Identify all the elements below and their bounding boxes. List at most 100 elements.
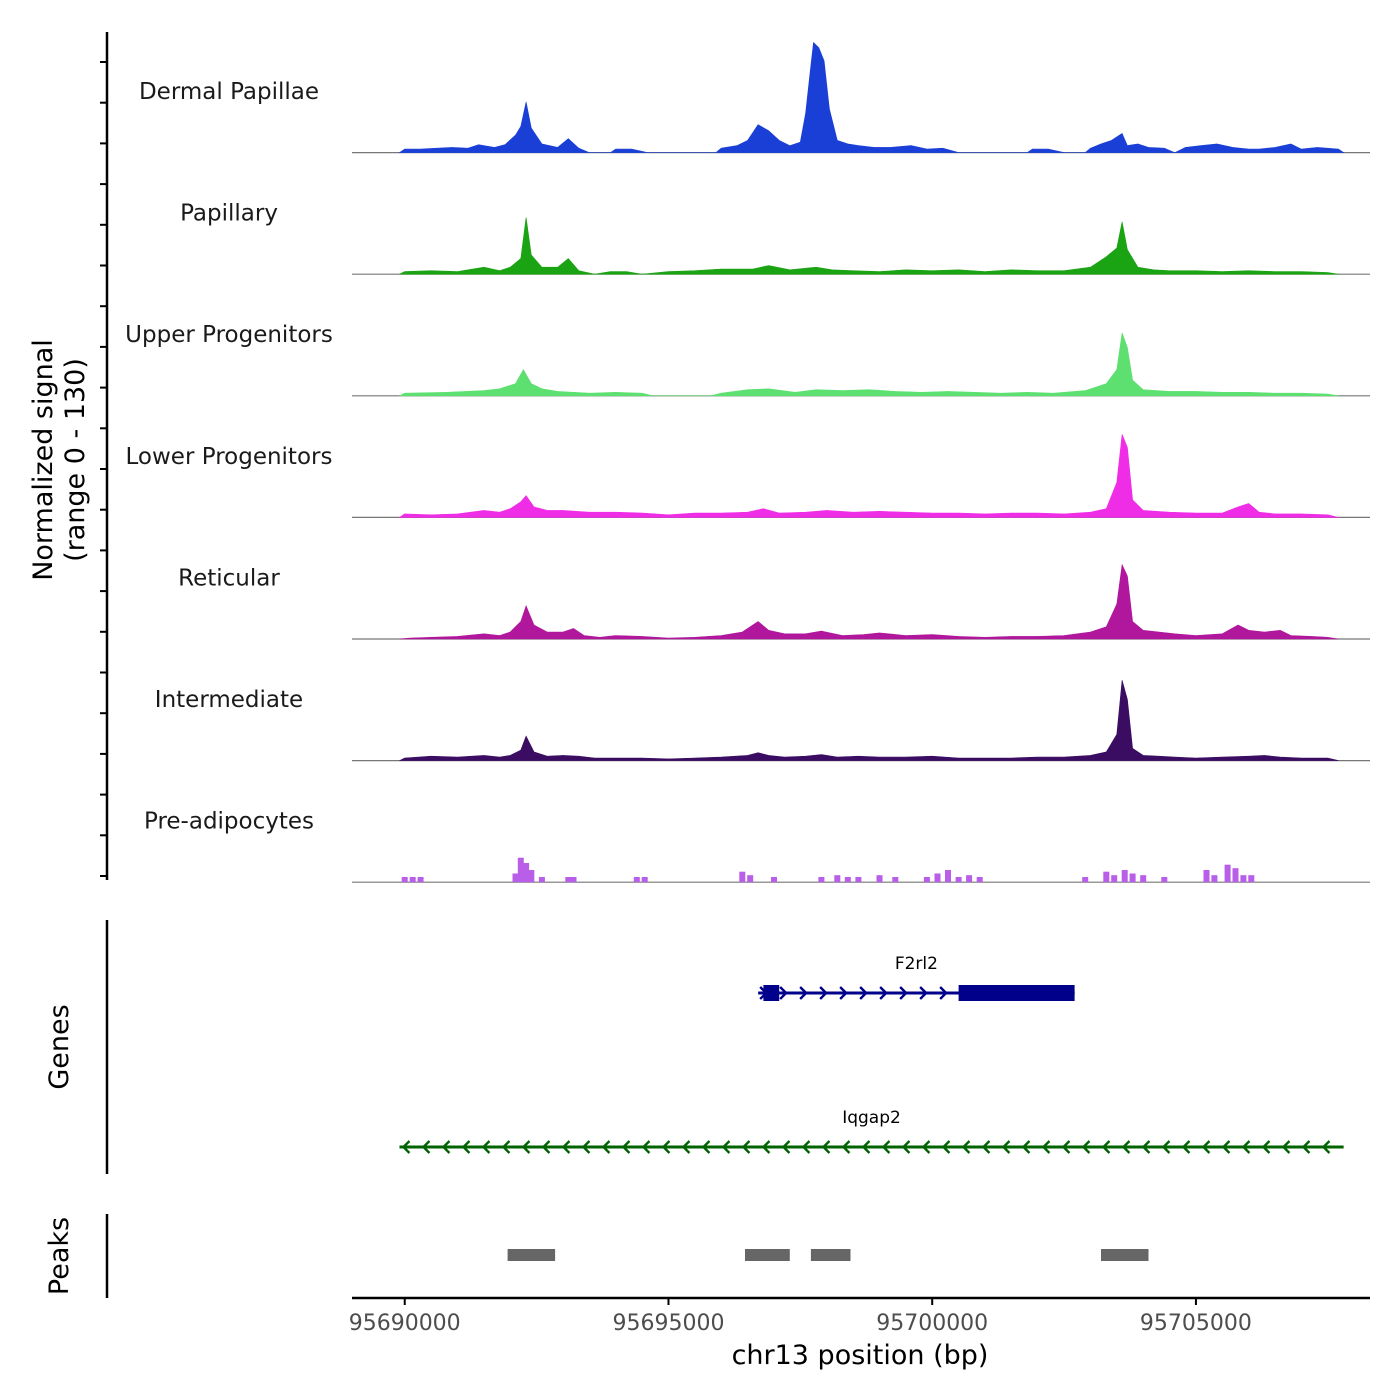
track-label: Lower Progenitors [126, 444, 333, 470]
coverage-bar [1248, 875, 1255, 883]
coverage-bar [923, 877, 930, 883]
strand-arrow [1281, 1140, 1291, 1154]
coverage-bar [1211, 875, 1218, 883]
coverage-bar [1224, 864, 1231, 883]
coverage-bar [892, 877, 899, 883]
coverage-bar [538, 877, 545, 883]
strand-arrow [501, 1140, 511, 1154]
strand-arrow [481, 1140, 491, 1154]
strand-arrow [921, 1140, 931, 1154]
coverage-area [399, 563, 1339, 640]
strand-arrow [939, 986, 948, 1000]
coverage-track: Reticular [178, 563, 1370, 640]
coverage-bar [955, 877, 962, 883]
y-axis-label-line1: Normalized signal [28, 339, 59, 581]
strand-arrow [701, 1140, 711, 1154]
strand-arrow [1081, 1140, 1091, 1154]
track-label: Papillary [180, 201, 278, 227]
strand-arrow [901, 1140, 911, 1154]
coverage-bar [401, 877, 408, 883]
strand-arrow [981, 1140, 991, 1154]
gene-model: Iqgap2 [399, 1108, 1344, 1154]
strand-arrow [681, 1140, 691, 1154]
coverage-bar [966, 875, 973, 883]
strand-arrow [821, 1140, 831, 1154]
strand-arrow [861, 1140, 871, 1154]
coverage-bar [1103, 871, 1110, 883]
strand-arrow [1321, 1140, 1331, 1154]
strand-arrow [819, 986, 828, 1000]
coverage-bar [1240, 875, 1247, 883]
strand-arrow [561, 1140, 571, 1154]
strand-arrow [621, 1140, 631, 1154]
coverage-area [398, 434, 1339, 518]
coverage-track: Intermediate [155, 680, 1370, 762]
coverage-bar [570, 877, 577, 883]
coverage-bar [855, 877, 862, 883]
coverage-bar [1121, 870, 1128, 883]
x-axis-ticks: 95690000 95695000 95700000 95705000 [349, 1298, 1252, 1336]
y-axis-label-line2: (range 0 - 130) [60, 358, 91, 562]
track-label: Reticular [178, 565, 280, 591]
coverage-bar [1140, 875, 1147, 883]
strand-arrow [879, 986, 888, 1000]
coverage-bar [834, 875, 841, 883]
coverage-bar [976, 877, 983, 883]
strand-arrow [1001, 1140, 1011, 1154]
coverage-bar [417, 877, 424, 883]
strand-arrow [799, 986, 808, 1000]
coverage-bar [641, 877, 648, 883]
gene-name: Iqgap2 [842, 1108, 901, 1128]
strand-arrow [1021, 1140, 1031, 1154]
strand-arrow [441, 1140, 451, 1154]
coverage-area [399, 332, 1339, 397]
x-axis-title: chr13 position (bp) [732, 1340, 989, 1371]
genes-axis-label: Genes [44, 1004, 75, 1089]
gene-name: F2rl2 [895, 954, 938, 974]
strand-arrow [641, 1140, 651, 1154]
coverage-bar [747, 875, 754, 883]
strand-arrow [1201, 1140, 1211, 1154]
track-label: Upper Progenitors [125, 322, 333, 348]
coverage-bar [512, 873, 519, 883]
coverage-track: Dermal Papillae [139, 41, 1370, 154]
strand-arrow [859, 986, 868, 1000]
strand-arrow [781, 1140, 791, 1154]
strand-arrow [601, 1140, 611, 1154]
coverage-bar [523, 863, 530, 883]
strand-arrow [1221, 1140, 1231, 1154]
peak-region [745, 1249, 790, 1261]
strand-arrow [1301, 1140, 1311, 1154]
strand-arrow [461, 1140, 471, 1154]
x-tick-label: 95690000 [349, 1311, 461, 1336]
strand-arrow [1161, 1140, 1171, 1154]
strand-arrow [801, 1140, 811, 1154]
gene-exon [763, 985, 780, 1001]
strand-arrow [961, 1140, 971, 1154]
x-tick-label: 95695000 [613, 1311, 725, 1336]
strand-arrow [1121, 1140, 1131, 1154]
track-label: Dermal Papillae [139, 79, 319, 105]
peak-regions [507, 1249, 1149, 1261]
coverage-bar [1111, 875, 1118, 883]
strand-arrow [1181, 1140, 1191, 1154]
strand-arrow [941, 1140, 951, 1154]
strand-arrow [761, 1140, 771, 1154]
coverage-bar [565, 877, 572, 883]
coverage-track: Upper Progenitors [125, 322, 1370, 397]
coverage-bar [844, 877, 851, 883]
coverage-area [399, 680, 1339, 761]
strand-arrow [401, 1140, 411, 1154]
peak-region [507, 1249, 556, 1261]
track-label: Intermediate [155, 687, 303, 713]
strand-arrow [899, 986, 908, 1000]
strand-arrow [741, 1140, 751, 1154]
strand-arrow [721, 1140, 731, 1154]
coverage-bar [771, 877, 777, 883]
strand-arrow [881, 1140, 891, 1154]
coverage-bar [1203, 870, 1210, 883]
strand-arrow [661, 1140, 671, 1154]
gene-annotations: F2rl2 Iqgap2 [399, 954, 1344, 1154]
coverage-track: Lower Progenitors [126, 434, 1370, 519]
